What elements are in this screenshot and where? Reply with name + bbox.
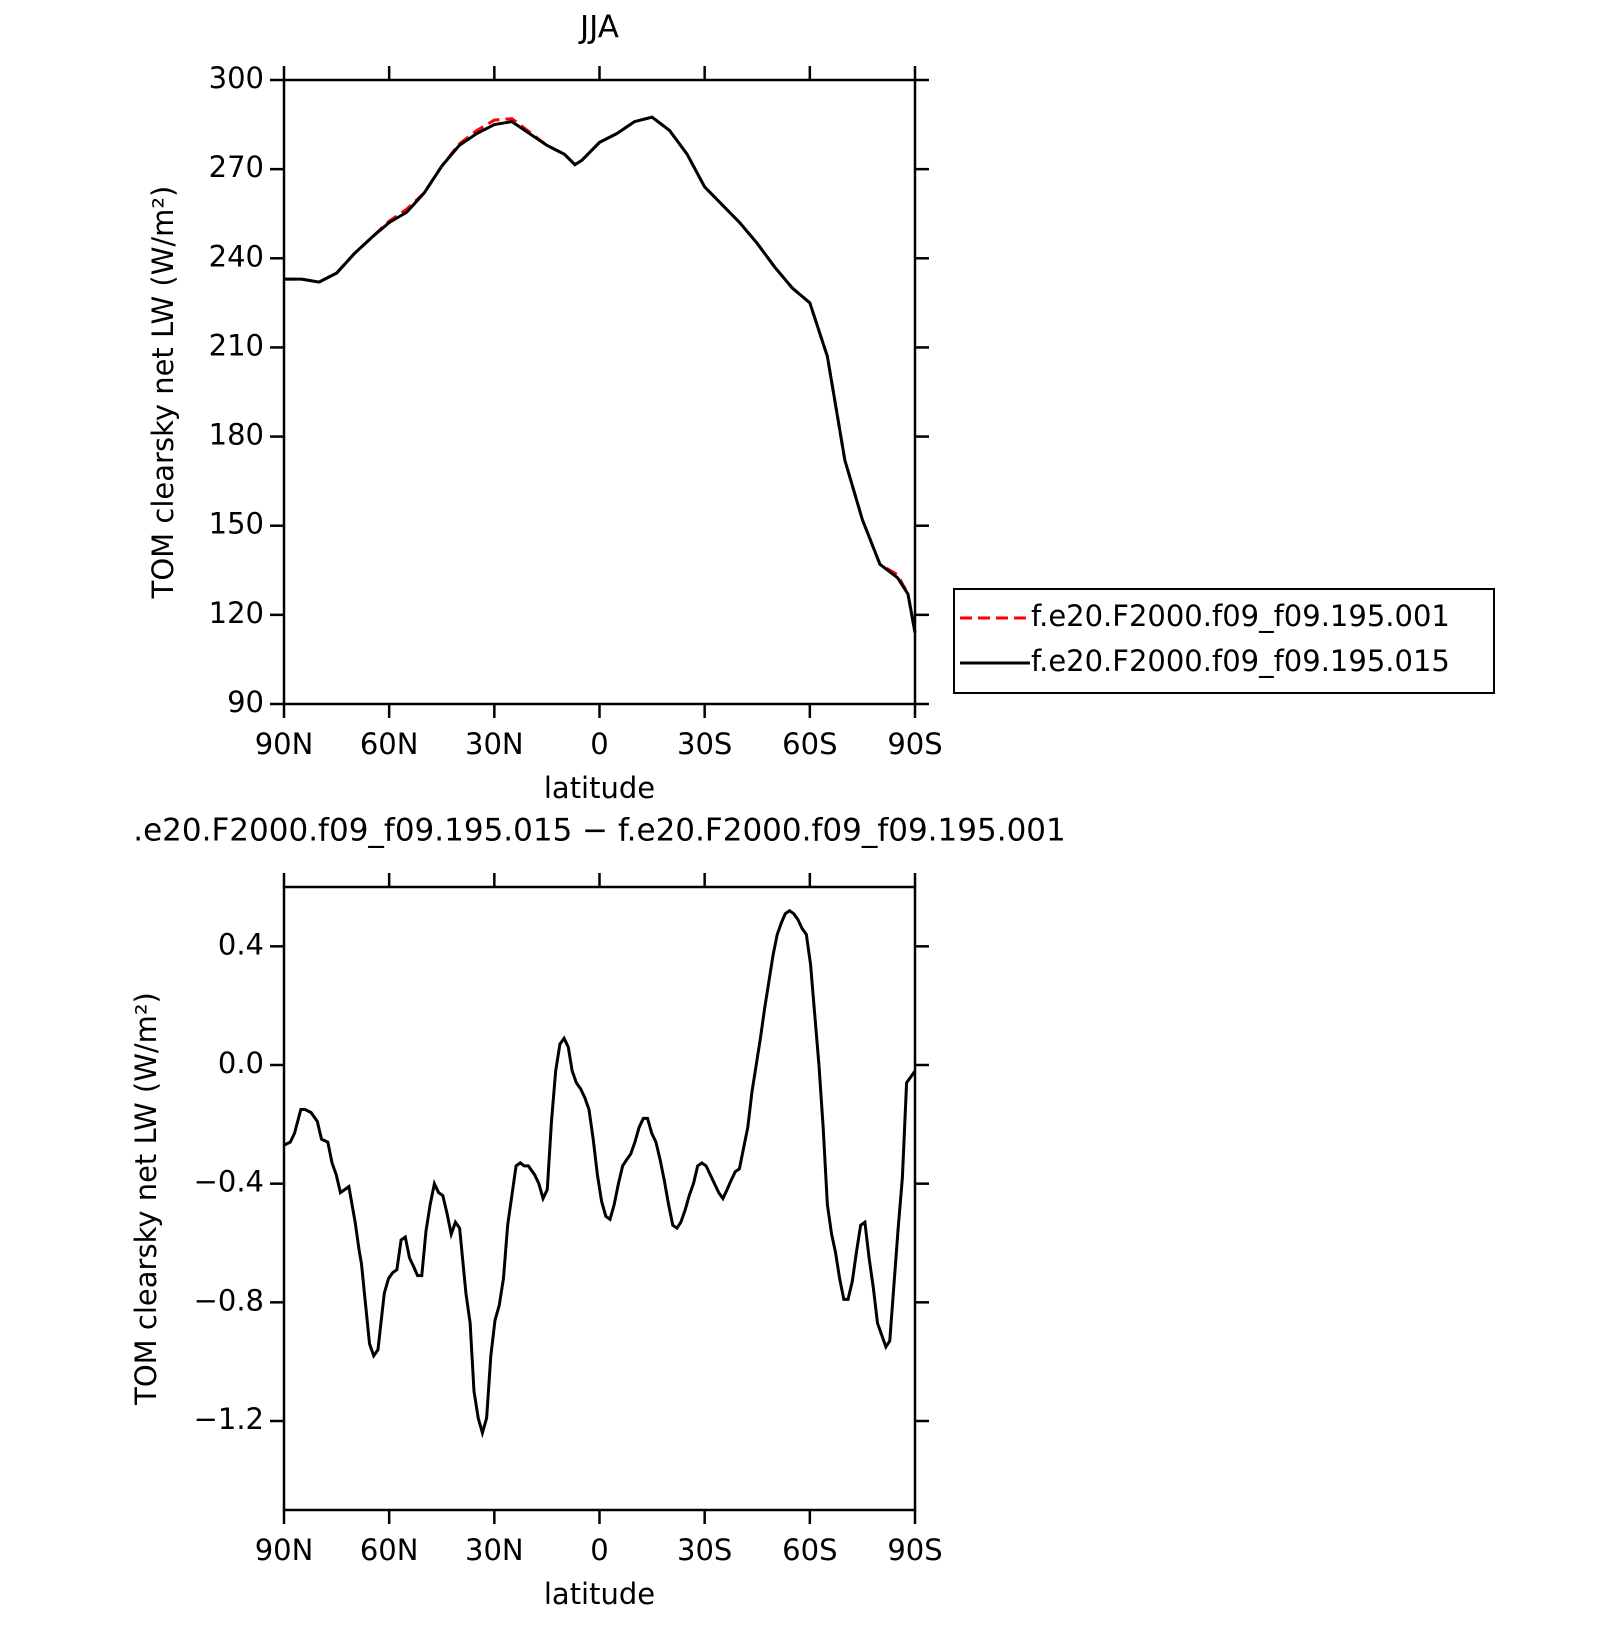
plot-frame (282, 78, 917, 706)
x-tick-label: 0 (590, 1533, 608, 1567)
x-tick-label: 60S (782, 727, 837, 761)
x-tick-label: 60N (360, 1533, 419, 1567)
x-tick-label: 30N (465, 1533, 524, 1567)
x-tick-label: 60S (782, 1533, 837, 1567)
y-tick-label: 300 (209, 61, 264, 95)
legend-label: f.e20.F2000.f09_f09.195.001 (1031, 599, 1450, 633)
y-tick-label: 90 (227, 685, 264, 719)
chart-title: JJA (578, 10, 619, 46)
y-tick-label: −0.4 (194, 1165, 264, 1199)
y-tick-label: −1.2 (194, 1402, 264, 1436)
x-tick-label: 30S (677, 727, 732, 761)
x-tick-label: 90N (255, 1533, 314, 1567)
x-tick-label: 30N (465, 727, 524, 761)
x-tick-label: 30S (677, 1533, 732, 1567)
legend-box (953, 588, 1495, 694)
legend-label: f.e20.F2000.f09_f09.195.015 (1031, 644, 1450, 678)
x-tick-label: 60N (360, 727, 419, 761)
chart-title: .e20.F2000.f09_f09.195.015 − f.e20.F2000… (133, 813, 1065, 849)
plot-frame (282, 885, 917, 1512)
y-tick-label: 210 (209, 328, 264, 362)
x-tick-label: 90S (887, 727, 942, 761)
y-axis-label: TOM clearsky net LW (W/m²) (129, 992, 163, 1406)
y-tick-label: 240 (209, 239, 264, 273)
x-axis-label: latitude (544, 771, 655, 805)
data-line (284, 115, 917, 633)
y-axis-label: TOM clearsky net LW (W/m²) (146, 186, 180, 600)
y-tick-label: 0.0 (218, 1046, 264, 1080)
y-tick-label: −0.8 (194, 1283, 264, 1317)
y-tick-label: 0.4 (218, 927, 264, 961)
x-tick-label: 90N (255, 727, 314, 761)
data-line (284, 115, 917, 633)
data-line (283, 908, 917, 1439)
y-tick-label: 120 (209, 596, 264, 630)
y-tick-label: 150 (209, 507, 264, 541)
y-tick-label: 180 (209, 418, 264, 452)
y-tick-label: 270 (209, 150, 264, 184)
x-tick-label: 0 (590, 727, 608, 761)
x-tick-label: 90S (887, 1533, 942, 1567)
x-axis-label: latitude (544, 1577, 655, 1611)
